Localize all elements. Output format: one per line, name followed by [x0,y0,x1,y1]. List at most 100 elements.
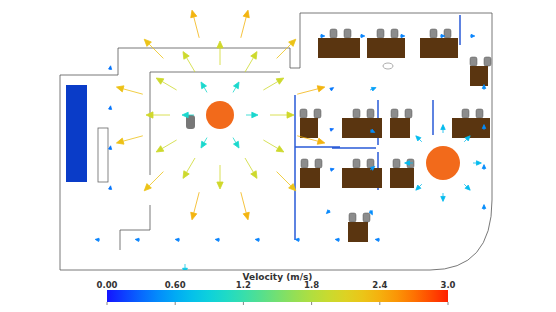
table [367,38,405,58]
table [300,118,318,138]
velocity-vector [109,146,112,150]
colorbar-tick-label: 0.00 [97,280,118,290]
colorbar-tick [107,302,108,305]
floor-plan [60,13,492,270]
velocity-vector [175,238,180,241]
chair [315,159,322,168]
velocity-vector [215,238,220,241]
table [390,168,414,188]
table [342,168,382,188]
chair [344,29,351,38]
velocity-vector [416,136,422,142]
velocity-vector [441,125,445,133]
velocity-vector [295,238,300,241]
velocity-vector [375,238,380,241]
table [318,38,360,58]
chair [444,29,451,38]
velocity-vector [297,136,325,144]
velocity-vector [233,82,239,92]
chair [301,159,308,168]
velocity-vector [144,39,163,58]
figure: Velocity (m/s)0.000.601.21.82.43.0 [0,0,556,312]
colorbar-title: Velocity (m/s) [243,272,313,282]
velocity-vector [217,165,223,189]
velocity-vector [156,78,176,90]
velocity-vector [109,186,112,190]
velocity-vector [263,78,283,90]
velocity-vector [330,168,334,171]
velocity-vector [297,86,325,94]
velocity-vector [183,52,195,72]
colorbar-tick [175,302,176,305]
chair [367,109,374,118]
velocity-vector [201,138,207,148]
velocity-vector [263,140,283,152]
velocity-vector [370,87,376,91]
outer-wall [60,13,492,270]
colorbar-tick-label: 2.4 [372,280,387,290]
velocity-vector [482,205,486,210]
table [390,118,410,138]
colorbar-tick-label: 3.0 [440,280,455,290]
velocity-vector [255,238,260,241]
partition [295,15,460,240]
colorbar-tick-label: 1.2 [236,280,251,290]
velocity-vector [473,161,481,165]
table [342,118,382,138]
chair [349,213,356,222]
velocity-vector [135,238,140,241]
chair [405,109,412,118]
chair [470,57,477,66]
chair [300,109,307,118]
chair [391,29,398,38]
colorbar-tick-label: 1.8 [304,280,319,290]
colorbar: Velocity (m/s)0.000.601.21.82.43.0 [97,272,456,305]
table [470,66,488,86]
counter [98,128,108,182]
velocity-vector [400,34,405,37]
velocity-vector [270,112,294,118]
chair [363,213,370,222]
velocity-vector [109,106,112,110]
velocity-vector [405,161,413,165]
chair [391,109,398,118]
velocity-vector [470,34,475,37]
velocity-vector [201,82,207,92]
chair [330,29,337,38]
velocity-vector [233,138,239,148]
chair [353,159,360,168]
chair [462,109,469,118]
velocity-vector [246,112,258,118]
velocity-vector [245,158,257,178]
velocity-vector [440,34,445,37]
chair [476,109,483,118]
velocity-vector [182,112,194,118]
table [420,38,458,58]
fan [426,146,460,180]
velocity-vector [369,210,372,215]
colorbar-tick [243,302,244,305]
velocity-vector [482,85,486,90]
velocity-vector [116,86,142,94]
velocity-vector [156,140,176,152]
table [300,168,320,188]
velocity-vector [183,158,195,178]
chair [393,159,400,168]
colorbar-bar [107,290,448,302]
velocity-vector [146,112,170,118]
chair [353,109,360,118]
velocity-vector [277,39,296,58]
velocity-vector [277,172,296,191]
velocity-vector [330,88,334,91]
velocity-vector [241,192,249,220]
chair [377,29,384,38]
chair [314,109,321,118]
velocity-vector [441,193,445,201]
colorbar-tick [311,302,312,305]
colorbar-tick [448,302,449,305]
velocity-vector [416,184,422,190]
table [452,118,490,138]
velocity-vector [245,52,257,72]
table [348,222,368,242]
velocity-vector [191,10,199,38]
